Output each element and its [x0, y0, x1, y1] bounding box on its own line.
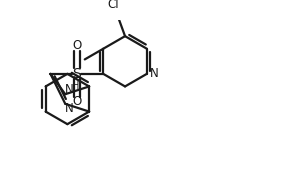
Text: O: O: [72, 95, 82, 108]
Text: O: O: [72, 39, 82, 52]
Text: N: N: [150, 67, 158, 80]
Text: S: S: [73, 67, 81, 81]
Text: N: N: [65, 102, 74, 115]
Text: N: N: [64, 83, 73, 96]
Text: Cl: Cl: [108, 0, 119, 11]
Text: H: H: [72, 81, 80, 91]
